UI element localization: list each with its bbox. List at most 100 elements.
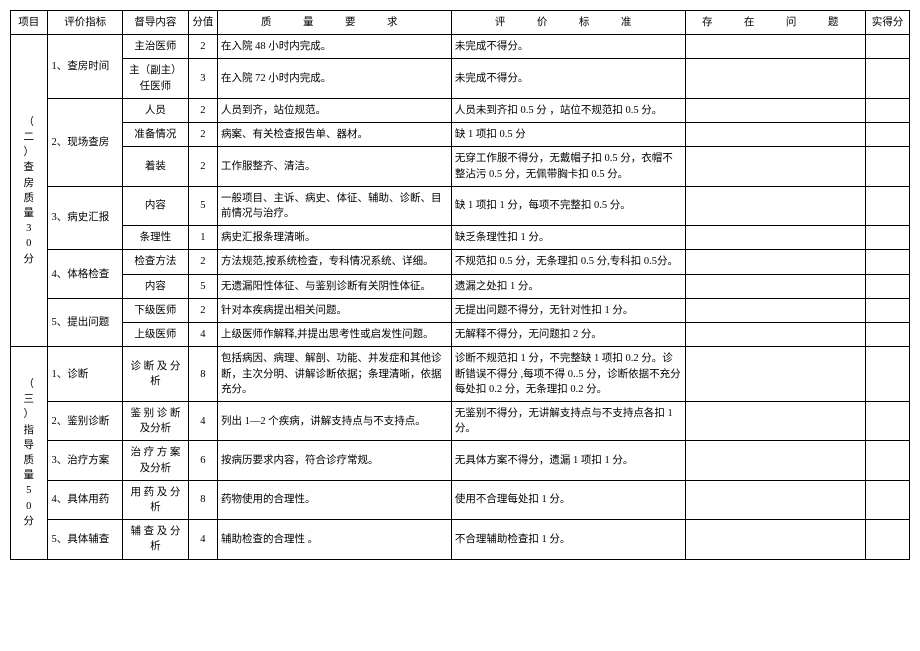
score-cell: 2 [188,35,217,59]
indicator-cell: 5、具体辅查 [47,520,123,559]
supervise-cell: 人员 [123,98,189,122]
section-title: （二）查房质量30分 [11,35,48,347]
standard-cell: 遗漏之处扣 1 分。 [451,274,685,298]
indicator-cell: 1、诊断 [47,347,123,402]
actual-cell [866,250,910,274]
requirement-cell: 包括病因、病理、解剖、功能、并发症和其他诊断，主次分明、讲解诊断依据；条理清晰，… [218,347,452,402]
score-cell: 3 [188,59,217,98]
problem-cell [685,250,865,274]
supervise-cell: 着装 [123,147,189,186]
standard-cell: 人员未到齐扣 0.5 分 ，站位不规范扣 0.5 分。 [451,98,685,122]
score-cell: 2 [188,123,217,147]
table-row: 5、具体辅查辅 查 及 分析4辅助检查的合理性 。不合理辅助检查扣 1 分。 [11,520,910,559]
table-body: （二）查房质量30分1、查房时间主治医师2在入院 48 小时内完成。未完成不得分… [11,35,910,559]
table-row: （三）指导质量50分1、诊断诊 断 及 分析8包括病因、病理、解剖、功能、并发症… [11,347,910,402]
score-cell: 2 [188,298,217,322]
header-row: 项目 评价指标 督导内容 分值 质 量 要 求 评 价 标 准 存 在 问 题 … [11,11,910,35]
supervise-cell: 条理性 [123,226,189,250]
indicator-cell: 5、提出问题 [47,298,123,346]
supervise-cell: 辅 查 及 分析 [123,520,189,559]
section-title: （三）指导质量50分 [11,347,48,559]
requirement-cell: 病案、有关检查报告单、器材。 [218,123,452,147]
indicator-cell: 2、鉴别诊断 [47,401,123,440]
indicator-cell: 3、治疗方案 [47,441,123,480]
table-row: 主（副主）任医师3在入院 72 小时内完成。未完成不得分。 [11,59,910,98]
hd-project: 项目 [11,11,48,35]
supervise-cell: 主（副主）任医师 [123,59,189,98]
score-cell: 8 [188,480,217,519]
indicator-cell: 4、体格检查 [47,250,123,298]
hd-score: 分值 [188,11,217,35]
hd-standard: 评 价 标 准 [451,11,685,35]
score-cell: 5 [188,274,217,298]
actual-cell [866,186,910,225]
actual-cell [866,274,910,298]
problem-cell [685,323,865,347]
problem-cell [685,347,865,402]
actual-cell [866,298,910,322]
standard-cell: 诊断不规范扣 1 分，不完整缺 1 项扣 0.2 分。诊断错误不得分 ,每项不得… [451,347,685,402]
standard-cell: 无穿工作服不得分，无戴帽子扣 0.5 分，衣帽不整沾污 0.5 分，无佩带胸卡扣… [451,147,685,186]
actual-cell [866,401,910,440]
standard-cell: 无具体方案不得分，遗漏 1 项扣 1 分。 [451,441,685,480]
problem-cell [685,123,865,147]
actual-cell [866,520,910,559]
table-row: 4、具体用药用 药 及 分析8药物使用的合理性。使用不合理每处扣 1 分。 [11,480,910,519]
requirement-cell: 在入院 72 小时内完成。 [218,59,452,98]
standard-cell: 缺 1 项扣 0.5 分 [451,123,685,147]
requirement-cell: 无遗漏阳性体征、与鉴别诊断有关阴性体征。 [218,274,452,298]
supervise-cell: 用 药 及 分析 [123,480,189,519]
table-row: 5、提出问题下级医师2针对本疾病提出相关问题。无提出问题不得分，无针对性扣 1 … [11,298,910,322]
standard-cell: 缺乏条理性扣 1 分。 [451,226,685,250]
score-cell: 4 [188,323,217,347]
actual-cell [866,35,910,59]
supervise-cell: 准备情况 [123,123,189,147]
requirement-cell: 方法规范,按系统检查，专科情况系统、详细。 [218,250,452,274]
actual-cell [866,226,910,250]
supervise-cell: 下级医师 [123,298,189,322]
standard-cell: 未完成不得分。 [451,35,685,59]
hd-indicator: 评价指标 [47,11,123,35]
problem-cell [685,520,865,559]
table-row: （二）查房质量30分1、查房时间主治医师2在入院 48 小时内完成。未完成不得分… [11,35,910,59]
table-row: 4、体格检查检查方法2方法规范,按系统检查，专科情况系统、详细。不规范扣 0.5… [11,250,910,274]
score-cell: 2 [188,250,217,274]
supervise-cell: 内容 [123,186,189,225]
standard-cell: 不规范扣 0.5 分，无条理扣 0.5 分,专科扣 0.5分。 [451,250,685,274]
table-row: 2、现场查房人员2人员到齐，站位规范。人员未到齐扣 0.5 分 ，站位不规范扣 … [11,98,910,122]
score-cell: 2 [188,147,217,186]
table-row: 3、治疗方案治 疗 方 案及分析6按病历要求内容，符合诊疗常规。无具体方案不得分… [11,441,910,480]
actual-cell [866,123,910,147]
score-cell: 5 [188,186,217,225]
table-row: 准备情况2病案、有关检查报告单、器材。缺 1 项扣 0.5 分 [11,123,910,147]
standard-cell: 无鉴别不得分，无讲解支持点与不支持点各扣 1分。 [451,401,685,440]
table-row: 2、鉴别诊断鉴 别 诊 断及分析4列出 1—2 个疾病，讲解支持点与不支持点。无… [11,401,910,440]
problem-cell [685,441,865,480]
supervise-cell: 上级医师 [123,323,189,347]
supervise-cell: 主治医师 [123,35,189,59]
table-row: 上级医师4上级医师作解释,并提出思考性或启发性问题。无解释不得分，无问题扣 2 … [11,323,910,347]
score-cell: 2 [188,98,217,122]
score-cell: 6 [188,441,217,480]
problem-cell [685,147,865,186]
hd-actual: 实得分 [866,11,910,35]
requirement-cell: 工作服整齐、清洁。 [218,147,452,186]
hd-requirement: 质 量 要 求 [218,11,452,35]
actual-cell [866,347,910,402]
problem-cell [685,226,865,250]
requirement-cell: 辅助检查的合理性 。 [218,520,452,559]
problem-cell [685,274,865,298]
hd-problems: 存 在 问 题 [685,11,865,35]
table-row: 条理性1病史汇报条理清晰。缺乏条理性扣 1 分。 [11,226,910,250]
standard-cell: 无解释不得分，无问题扣 2 分。 [451,323,685,347]
indicator-cell: 1、查房时间 [47,35,123,99]
actual-cell [866,480,910,519]
requirement-cell: 按病历要求内容，符合诊疗常规。 [218,441,452,480]
actual-cell [866,147,910,186]
supervise-cell: 内容 [123,274,189,298]
requirement-cell: 人员到齐，站位规范。 [218,98,452,122]
problem-cell [685,59,865,98]
score-cell: 1 [188,226,217,250]
requirement-cell: 针对本疾病提出相关问题。 [218,298,452,322]
requirement-cell: 病史汇报条理清晰。 [218,226,452,250]
